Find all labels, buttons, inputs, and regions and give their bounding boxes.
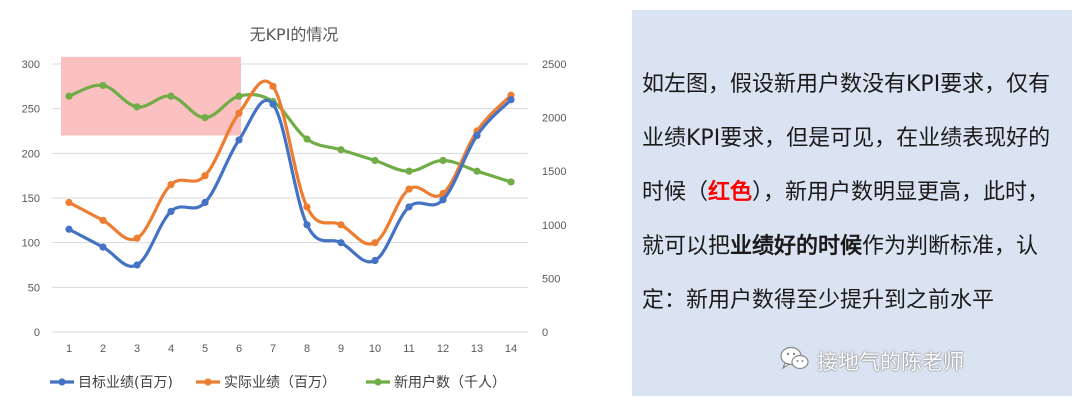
- data-point: [303, 135, 311, 143]
- data-point: [507, 96, 515, 104]
- paragraph-part-1: 如左图，假设新用户数没有KPI要求，仅有业绩KPI要求，但是可见，在业绩表现好的…: [642, 72, 1051, 205]
- data-point: [371, 156, 379, 165]
- chart-panel: 无KPI的情况 0 50 100 150 200 250 300 0 500 1000 1500 200…: [22, 25, 567, 391]
- y-right-tick-label: 1500: [542, 166, 566, 178]
- legend-label: 目标业绩(百万): [78, 375, 173, 391]
- data-point: [235, 92, 243, 100]
- data-point: [133, 103, 141, 111]
- data-point: [269, 82, 277, 90]
- data-point: [133, 234, 141, 242]
- data-point: [99, 81, 107, 90]
- highlight-bold-phrase: 业绩好的时候: [730, 234, 863, 259]
- y-left-tick-label: 0: [34, 327, 40, 339]
- y-left-tick-label: 300: [22, 59, 40, 71]
- legend-swatch-marker: [204, 378, 212, 386]
- legend-swatch-marker: [374, 378, 382, 386]
- data-point: [65, 92, 73, 100]
- paragraph-part-2: ），新用户数明显更高，此时，就可以把: [642, 180, 1050, 259]
- data-point: [371, 239, 379, 247]
- data-point: [201, 198, 209, 207]
- data-point: [371, 256, 379, 265]
- data-point: [405, 203, 413, 211]
- data-point: [235, 109, 243, 117]
- data-point: [65, 198, 73, 207]
- y-left-tick-label: 250: [22, 104, 40, 116]
- data-point: [507, 178, 515, 186]
- y-right-tick-label: 500: [542, 273, 560, 285]
- line-chart: 无KPI的情况 0 50 100 150 200 250 300 0 500 1000 1500 200…: [22, 25, 567, 391]
- data-point: [99, 216, 107, 224]
- x-tick-label: 6: [236, 343, 242, 355]
- x-tick-label: 12: [437, 343, 449, 355]
- y-left-tick-label: 50: [28, 282, 40, 294]
- x-tick-label: 8: [304, 343, 310, 355]
- x-tick-label: 2: [100, 343, 106, 355]
- y-left-tick-label: 150: [22, 193, 40, 205]
- watermark: 接地气的陈老师: [780, 346, 964, 376]
- data-point: [439, 196, 447, 204]
- y-left-tick-label: 100: [22, 238, 40, 250]
- y-right-tick-label: 2000: [542, 113, 566, 125]
- legend-label: 实际业绩（百万）: [224, 375, 336, 391]
- data-point: [201, 114, 209, 122]
- x-tick-label: 4: [168, 343, 174, 355]
- y-left-tick-label: 200: [22, 148, 40, 160]
- data-point: [65, 225, 73, 233]
- y-right-tick-label: 0: [542, 327, 548, 339]
- y-right-tick-label: 1000: [542, 220, 566, 232]
- data-point: [303, 221, 311, 229]
- data-point: [269, 100, 277, 108]
- data-point: [405, 167, 413, 175]
- data-point: [133, 261, 141, 269]
- legend-label: 新用户数（千人）: [394, 374, 506, 391]
- wechat-icon: [780, 346, 809, 370]
- data-point: [473, 131, 481, 140]
- data-point: [303, 203, 311, 211]
- series-line-1: [67, 98, 513, 268]
- x-tick-label: 14: [505, 343, 517, 355]
- y-right-tick-label: 2500: [542, 59, 566, 71]
- x-tick-label: 9: [338, 343, 344, 355]
- legend-swatch-marker: [58, 378, 66, 386]
- data-point: [99, 243, 107, 251]
- data-point: [167, 181, 175, 189]
- data-point: [167, 207, 175, 215]
- data-point: [405, 185, 413, 193]
- explanation-paragraph: 如左图，假设新用户数没有KPI要求，仅有业绩KPI要求，但是可见，在业绩表现好的…: [642, 58, 1070, 328]
- chart-title: 无KPI的情况: [250, 25, 339, 44]
- x-tick-label: 5: [202, 343, 208, 355]
- x-tick-label: 1: [66, 343, 72, 355]
- x-tick-label: 10: [369, 343, 381, 355]
- x-tick-label: 13: [471, 343, 483, 355]
- x-tick-label: 11: [403, 343, 414, 355]
- data-point: [337, 221, 345, 229]
- data-point: [235, 136, 243, 144]
- data-point: [473, 167, 481, 175]
- highlight-red-phrase: 红色: [708, 180, 753, 205]
- data-point: [337, 239, 345, 247]
- data-point: [337, 146, 345, 154]
- data-point: [167, 92, 175, 100]
- highlight-region: [61, 56, 241, 136]
- text-panel: 如左图，假设新用户数没有KPI要求，仅有业绩KPI要求，但是可见，在业绩表现好的…: [632, 10, 1072, 396]
- data-point: [201, 172, 209, 180]
- x-tick-label: 3: [134, 343, 140, 355]
- x-tick-label: 7: [270, 343, 276, 355]
- data-point: [439, 156, 447, 165]
- paragraph-part-3: 作为判断标准，认定：新用户数得至少提升到之前水平: [642, 234, 1039, 313]
- series-line-2: [67, 79, 513, 246]
- watermark-text: 接地气的陈老师: [817, 350, 964, 374]
